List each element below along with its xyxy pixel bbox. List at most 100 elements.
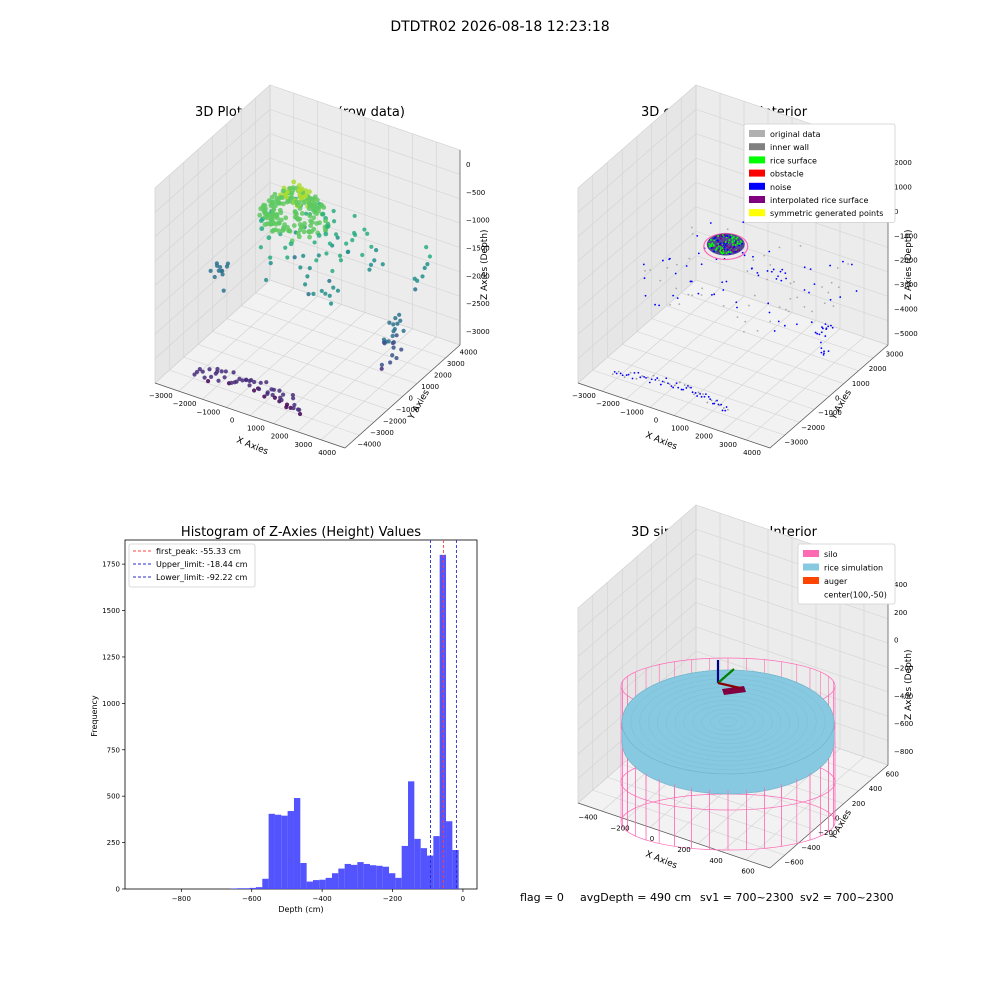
raw-point bbox=[285, 255, 290, 260]
classify-point bbox=[711, 293, 713, 296]
raw-point bbox=[244, 377, 249, 382]
classify-point bbox=[615, 372, 618, 375]
raw-z-tick: −2500 bbox=[466, 300, 490, 308]
classify-point bbox=[743, 330, 745, 333]
classify-point bbox=[669, 257, 671, 260]
classify-point bbox=[789, 282, 792, 285]
raw-point bbox=[273, 203, 278, 209]
classify-3d-xlabel: X Axies bbox=[644, 431, 679, 453]
raw-point bbox=[298, 265, 303, 270]
rice-mesh-line bbox=[683, 700, 773, 744]
classify-point bbox=[824, 323, 827, 326]
classify-point bbox=[809, 268, 812, 270]
histogram-bar bbox=[408, 781, 415, 889]
classify-point bbox=[687, 385, 689, 387]
raw-point bbox=[314, 221, 320, 226]
classify-x-tick: −1000 bbox=[620, 408, 644, 416]
center-axis-y bbox=[717, 668, 735, 684]
simulation-y-tick: 600 bbox=[886, 770, 899, 778]
histogram-x-tick: −400 bbox=[313, 895, 332, 903]
raw-point bbox=[212, 274, 217, 280]
raw-y-tick: −2000 bbox=[383, 417, 407, 425]
raw-3d-xlabel: X Axies bbox=[235, 436, 270, 458]
classify-legend-label: noise bbox=[770, 183, 791, 192]
raw-point bbox=[281, 392, 286, 397]
classify-rice-point bbox=[719, 248, 722, 251]
classify-point bbox=[757, 274, 760, 277]
raw-3d-points bbox=[192, 179, 433, 417]
classify-legend-frame bbox=[743, 123, 896, 223]
raw-point bbox=[345, 249, 350, 255]
histogram-ref-lines bbox=[430, 540, 457, 889]
histogram-bar bbox=[319, 879, 326, 889]
classify-rice-point bbox=[723, 234, 726, 237]
rice-mesh-line bbox=[648, 682, 808, 762]
raw-point bbox=[218, 264, 223, 270]
raw-point bbox=[284, 199, 290, 205]
histogram-plot-area bbox=[124, 539, 478, 890]
raw-point bbox=[299, 195, 305, 201]
classify-rice-point bbox=[717, 240, 720, 243]
classify-point bbox=[770, 270, 773, 273]
raw-point bbox=[386, 339, 391, 344]
classify-point bbox=[768, 311, 771, 314]
histogram-bar bbox=[255, 887, 263, 889]
histogram-bar bbox=[357, 862, 364, 889]
figure-title: DTDTR02 2026-08-18 12:23:18 bbox=[390, 19, 609, 35]
classify-point bbox=[727, 408, 729, 411]
classify-point bbox=[621, 374, 624, 377]
classify-point bbox=[735, 301, 738, 304]
raw-point bbox=[278, 210, 284, 216]
classify-point bbox=[831, 326, 834, 329]
raw-point bbox=[350, 238, 355, 243]
classify-rice-point bbox=[720, 234, 723, 237]
classify-rice-point bbox=[738, 249, 741, 252]
classify-point bbox=[780, 279, 783, 282]
raw-point bbox=[301, 229, 307, 235]
simulation-3d-zlabel: Z Axies (Depth) bbox=[904, 649, 914, 720]
raw-3d-axes-box bbox=[154, 84, 461, 449]
classify-y-tick: −1000 bbox=[818, 409, 842, 417]
classify-z-tick: −2000 bbox=[894, 257, 918, 265]
raw-point bbox=[264, 380, 269, 385]
raw-z-tick: −1000 bbox=[466, 217, 490, 225]
raw-point bbox=[286, 228, 291, 234]
histogram-bar bbox=[249, 887, 256, 889]
histogram-bar bbox=[312, 880, 320, 889]
classify-y-tick: 3000 bbox=[886, 350, 904, 358]
classify-rice-point bbox=[726, 248, 729, 251]
classify-point bbox=[668, 383, 671, 386]
histogram-bar bbox=[262, 878, 269, 889]
raw-point bbox=[265, 391, 270, 397]
classify-rice-point bbox=[726, 235, 729, 238]
raw-point bbox=[391, 345, 396, 350]
histogram-y-tick: 1250 bbox=[102, 653, 120, 661]
classify-point bbox=[699, 392, 702, 395]
histogram-ylabel: Frequency bbox=[90, 695, 99, 737]
classify-point bbox=[736, 316, 739, 319]
raw-point bbox=[202, 375, 207, 380]
classify-legend-label: rice surface bbox=[770, 156, 817, 165]
classify-point bbox=[717, 403, 720, 406]
classify-rice-point bbox=[724, 241, 727, 244]
classify-y-tick: 1000 bbox=[852, 380, 870, 388]
histogram-y-tick: 1500 bbox=[102, 607, 120, 615]
raw-point bbox=[415, 278, 420, 283]
raw-point bbox=[369, 244, 374, 249]
classify-legend: original data inner wall rice surface obsta… bbox=[743, 123, 896, 223]
simulation-3d-geometry bbox=[620, 657, 836, 851]
classify-point bbox=[697, 391, 700, 394]
raw-point bbox=[316, 253, 321, 258]
classify-point bbox=[741, 251, 744, 254]
classify-legend-label: symmetric generated points bbox=[770, 209, 883, 218]
classify-point bbox=[724, 409, 727, 412]
classify-rice-point bbox=[710, 246, 713, 249]
histogram-bar bbox=[369, 865, 377, 889]
classify-z-tick: −1000 bbox=[894, 232, 918, 240]
raw-y-tick: 0 bbox=[409, 395, 413, 403]
rice-mesh-line bbox=[674, 695, 782, 749]
raw-point bbox=[290, 392, 296, 398]
rice-mesh-line bbox=[710, 713, 746, 731]
raw-point bbox=[392, 326, 397, 332]
histogram-xlabel: Depth (cm) bbox=[278, 905, 323, 914]
